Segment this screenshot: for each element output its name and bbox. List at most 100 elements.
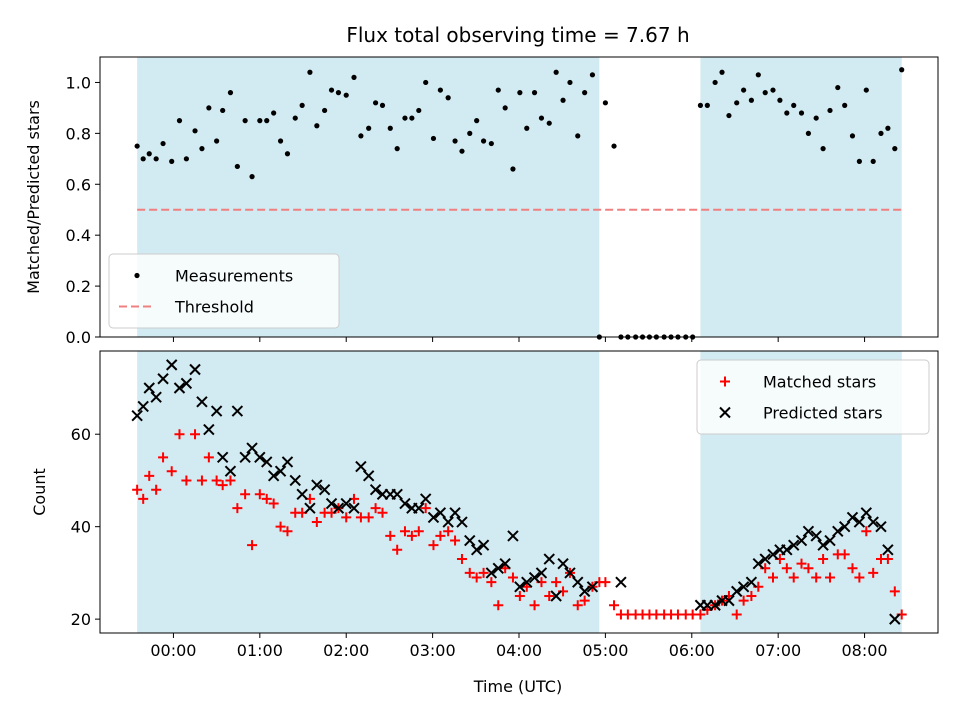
measurement-point: [770, 87, 776, 93]
predicted-stars-point: [867, 516, 879, 528]
measurement-point: [704, 102, 710, 108]
matched-stars-point: [486, 577, 497, 588]
x-tick-label: 07:00: [755, 641, 801, 660]
measurement-point: [798, 110, 805, 116]
measurement-point: [249, 174, 255, 180]
measurement-point: [589, 72, 596, 78]
predicted-stars-point: [325, 497, 338, 510]
predicted-stars-point: [369, 483, 382, 496]
matched-stars-point: [854, 572, 865, 583]
predicted-stars-point: [434, 507, 447, 519]
predicted-stars-point: [281, 456, 294, 468]
x-tick-label: 04:00: [496, 641, 542, 660]
matched-stars-point: [261, 493, 272, 504]
predicted-stars-point: [203, 423, 215, 436]
predicted-stars-point: [499, 557, 511, 570]
predicted-stars-point: [557, 557, 569, 570]
predicted-stars-point: [143, 382, 155, 394]
y-tick-label: 0.0: [66, 328, 91, 347]
matched-stars-point: [385, 530, 396, 541]
predicted-stars-point: [535, 567, 548, 579]
predicted-stars-point: [311, 479, 323, 491]
measurement-point: [560, 97, 566, 103]
predicted-stars-point: [730, 585, 743, 598]
predicted-stars-point: [210, 405, 223, 417]
top-panel: 0.0 0.2 0.4 0.6 0.8 1.0 Matched/Predicted sta…: [24, 56, 939, 347]
measurement-point: [712, 79, 718, 86]
predicted-stars-point: [853, 516, 866, 528]
legend-label: Threshold: [174, 298, 254, 317]
predicted-stars-point: [340, 497, 352, 510]
measurement-point: [827, 107, 833, 114]
matched-stars-point: [811, 572, 822, 583]
x-axis-label: Time (UTC): [473, 677, 562, 696]
measurement-point: [257, 118, 263, 124]
matched-stars-point: [420, 503, 431, 514]
measurement-point: [387, 125, 393, 131]
measurement-point: [409, 115, 415, 121]
predicted-stars-point: [224, 465, 237, 477]
measurement-point: [445, 95, 451, 101]
predicted-stars-point: [875, 520, 887, 533]
predicted-stars-point: [231, 405, 244, 417]
matched-stars-point: [370, 503, 381, 514]
matched-stars-point: [435, 530, 446, 541]
measurement-point: [885, 125, 891, 131]
predicted-stars-point: [456, 516, 468, 528]
measurement-point: [160, 140, 166, 147]
y-tick-label: 40: [71, 518, 91, 537]
predicted-stars-point: [882, 544, 894, 556]
measurement-point: [307, 69, 313, 75]
predicted-stars-point: [802, 525, 815, 538]
measurement-point: [842, 102, 848, 108]
predicted-stars-point: [427, 511, 440, 524]
measurement-point: [849, 133, 856, 139]
measurement-point: [146, 151, 152, 157]
measurement-point: [813, 115, 819, 121]
measurement-point: [134, 143, 140, 149]
matched-stars-point: [889, 586, 900, 597]
top-y-axis-label: Matched/Predicted stars: [24, 100, 43, 294]
measurement-point: [495, 87, 501, 93]
measurement-point: [567, 79, 573, 86]
measurement-point: [488, 140, 494, 147]
y-tick-label: 0.2: [66, 277, 91, 296]
matched-stars-point: [282, 526, 293, 537]
predicted-stars-point: [464, 534, 476, 547]
measurement-point: [784, 110, 790, 116]
matched-stars-point: [731, 609, 742, 620]
predicted-stars-point: [254, 451, 266, 464]
measurement-point: [358, 133, 364, 139]
matched-stars-point: [217, 480, 228, 491]
x-tick-label: 06:00: [669, 641, 715, 660]
predicted-stars-point: [419, 493, 432, 505]
matched-stars-point: [363, 512, 374, 523]
matched-stars-point: [868, 567, 879, 578]
matched-stars-point: [247, 540, 258, 551]
matched-stars-point: [232, 503, 243, 514]
measurement-point: [140, 156, 146, 162]
matched-stars-point: [529, 600, 540, 611]
predicted-stars-point: [564, 567, 576, 579]
matched-stars-point: [861, 526, 872, 537]
measurement-point: [452, 138, 458, 144]
measurement-point: [430, 135, 437, 142]
legend-swatch: [719, 406, 731, 419]
y-tick-label: 0.4: [66, 226, 91, 245]
predicted-stars-point: [318, 483, 331, 496]
predicted-stars-point: [332, 502, 345, 514]
x-tick-label: 03:00: [410, 641, 456, 660]
measurement-point: [299, 102, 305, 108]
matched-stars-point: [796, 558, 807, 569]
measurement-point: [379, 102, 386, 108]
measurement-point: [474, 118, 480, 124]
measurement-point: [328, 87, 335, 93]
predicted-stars-point: [289, 474, 301, 487]
matched-stars-point: [406, 530, 417, 541]
measurement-point: [220, 107, 226, 114]
measurement-point: [192, 128, 198, 134]
predicted-stars-point: [543, 553, 555, 565]
measurement-point: [863, 87, 869, 93]
predicted-stars-point: [781, 544, 793, 556]
measurement-point: [437, 87, 443, 93]
